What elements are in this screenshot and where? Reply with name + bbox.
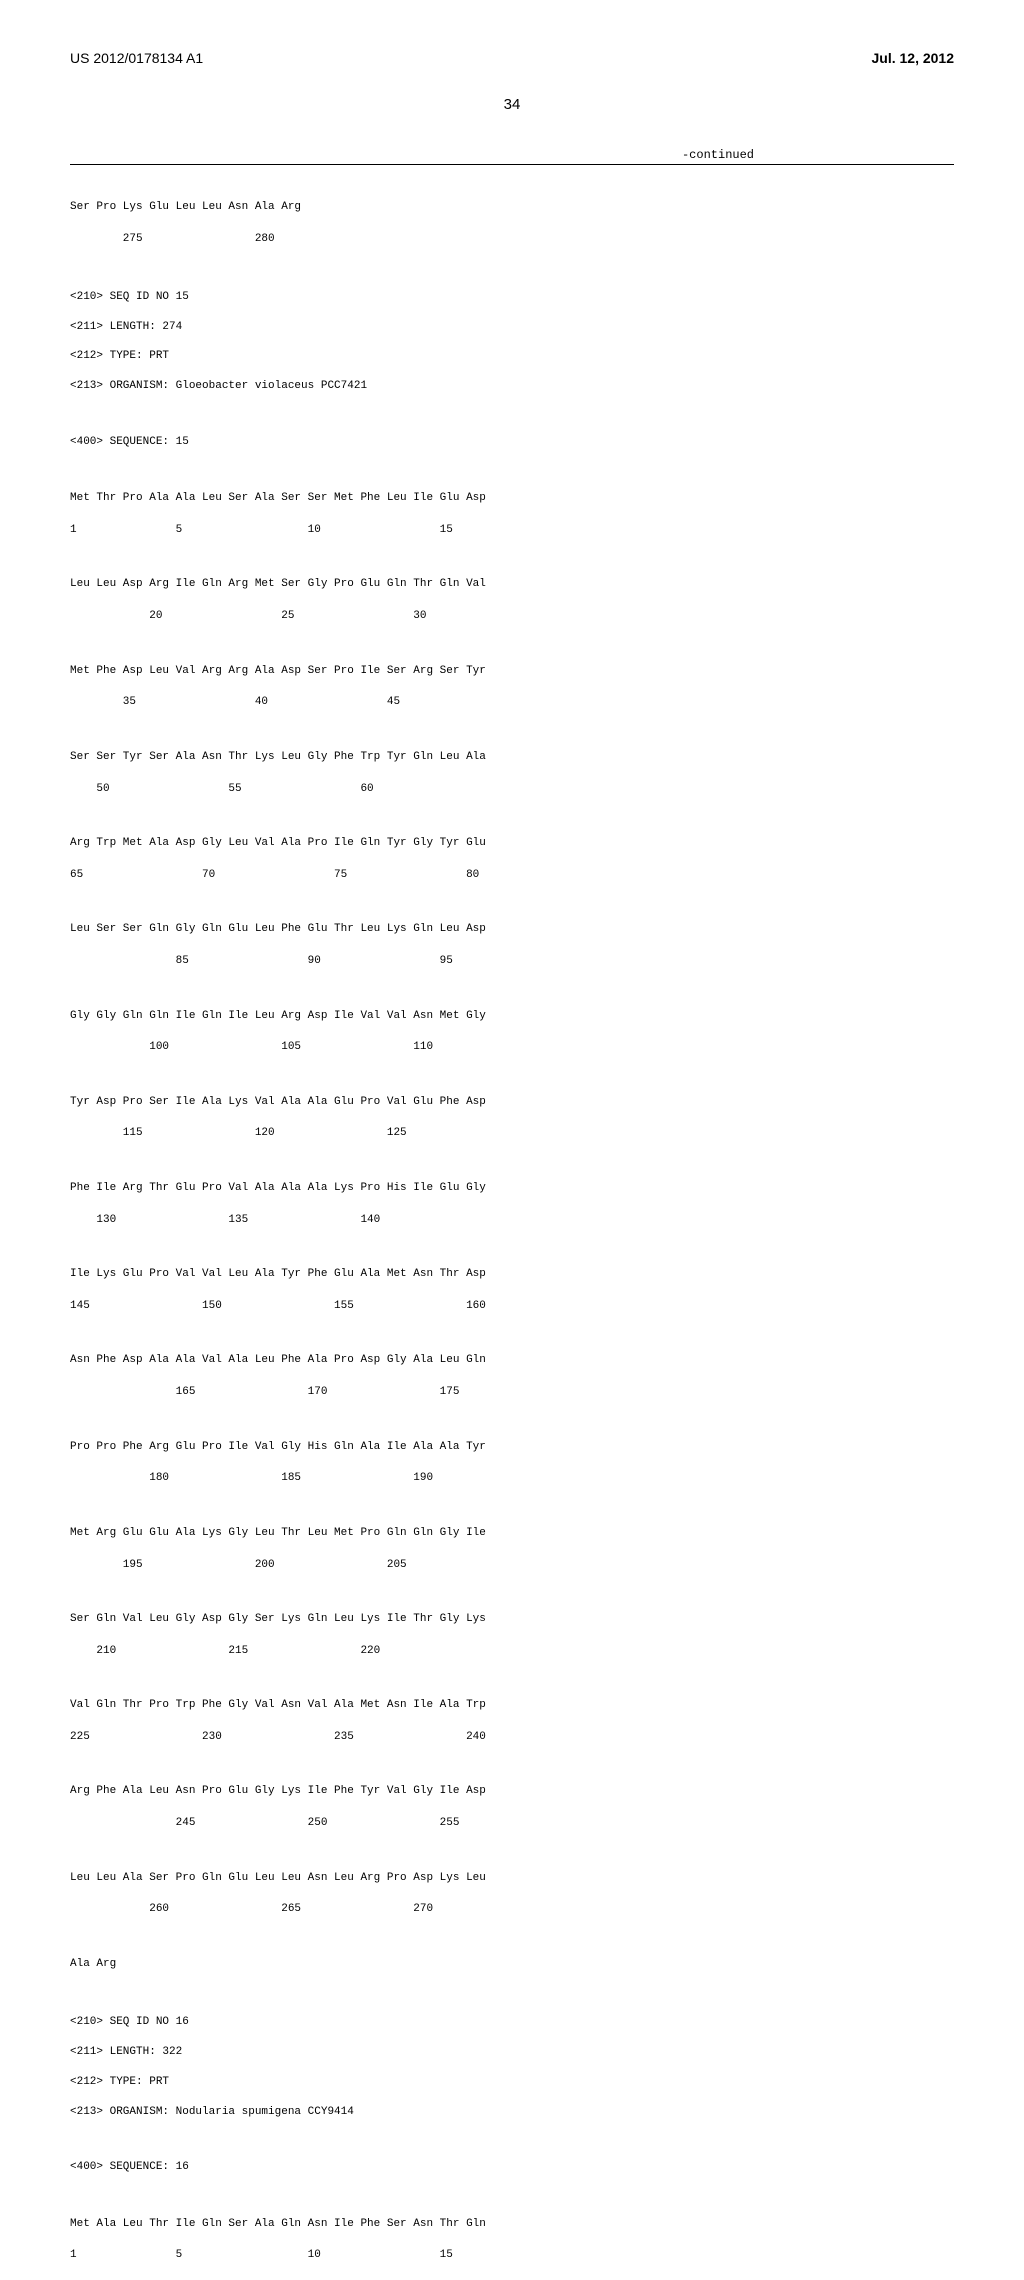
seq15-body: Met Thr Pro Ala Ala Leu Ser Ala Ser Ser … — [70, 476, 954, 1988]
seq-header-line: <211> LENGTH: 274 — [70, 320, 954, 335]
seq16-header: <210> SEQ ID NO 16 <211> LENGTH: 322 <21… — [70, 2001, 954, 2190]
seq14-tail: Ser Pro Lys Glu Leu Leu Asn Ala Arg 275 … — [70, 185, 954, 263]
seq-amino-row: Ser Pro Lys Glu Leu Leu Asn Ala Arg — [70, 200, 954, 215]
seq-header-line: <210> SEQ ID NO 15 — [70, 290, 954, 305]
seq-position-row: 145 150 155 160 — [70, 1299, 954, 1314]
seq-amino-row: Met Arg Glu Glu Ala Lys Gly Leu Thr Leu … — [70, 1526, 954, 1541]
seq-position-row: 50 55 60 — [70, 782, 954, 797]
seq-position-row: 195 200 205 — [70, 1558, 954, 1573]
seq-position-row: 115 120 125 — [70, 1126, 954, 1141]
seq-header-line: <400> SEQUENCE: 16 — [70, 2160, 954, 2175]
seq-amino-row: Ser Ser Tyr Ser Ala Asn Thr Lys Leu Gly … — [70, 750, 954, 765]
seq-position-row: 275 280 — [70, 232, 954, 247]
seq-amino-row: Gly Gly Gln Gln Ile Gln Ile Leu Arg Asp … — [70, 1009, 954, 1024]
continued-section: -continued — [70, 148, 954, 165]
seq-position-row: 35 40 45 — [70, 695, 954, 710]
seq-header-line: <213> ORGANISM: Gloeobacter violaceus PC… — [70, 379, 954, 394]
continued-label: -continued — [70, 148, 954, 162]
page-number: 34 — [70, 96, 954, 113]
seq-amino-row: Arg Phe Ala Leu Asn Pro Glu Gly Lys Ile … — [70, 1784, 954, 1799]
seq-amino-row: Met Ala Leu Thr Ile Gln Ser Ala Gln Asn … — [70, 2217, 954, 2232]
seq-amino-row: Tyr Asp Pro Ser Ile Ala Lys Val Ala Ala … — [70, 1095, 954, 1110]
seq-position-row: 85 90 95 — [70, 954, 954, 969]
seq-amino-row: Leu Leu Asp Arg Ile Gln Arg Met Ser Gly … — [70, 577, 954, 592]
seq-position-row: 65 70 75 80 — [70, 868, 954, 883]
seq-position-row: 1 5 10 15 — [70, 2248, 954, 2263]
seq-amino-row: Arg Trp Met Ala Asp Gly Leu Val Ala Pro … — [70, 836, 954, 851]
seq-position-row: 130 135 140 — [70, 1213, 954, 1228]
seq-position-row: 180 185 190 — [70, 1471, 954, 1486]
seq-amino-row: Ile Lys Glu Pro Val Val Leu Ala Tyr Phe … — [70, 1267, 954, 1282]
publication-number: US 2012/0178134 A1 — [70, 50, 203, 66]
seq-header-line: <400> SEQUENCE: 15 — [70, 435, 954, 450]
seq-amino-row: Met Phe Asp Leu Val Arg Arg Ala Asp Ser … — [70, 664, 954, 679]
seq-amino-row: Pro Pro Phe Arg Glu Pro Ile Val Gly His … — [70, 1440, 954, 1455]
seq-header-line: <210> SEQ ID NO 16 — [70, 2015, 954, 2030]
seq-amino-row: Phe Ile Arg Thr Glu Pro Val Ala Ala Ala … — [70, 1181, 954, 1196]
seq-header-line: <211> LENGTH: 322 — [70, 2045, 954, 2060]
seq-amino-row: Leu Ser Ser Gln Gly Gln Glu Leu Phe Glu … — [70, 922, 954, 937]
seq-position-row: 1 5 10 15 — [70, 523, 954, 538]
seq-amino-row: Val Gln Thr Pro Trp Phe Gly Val Asn Val … — [70, 1698, 954, 1713]
seq-header-line: <212> TYPE: PRT — [70, 2075, 954, 2090]
seq-amino-row: Ala Arg — [70, 1957, 954, 1972]
seq-amino-row: Leu Leu Ala Ser Pro Gln Glu Leu Leu Asn … — [70, 1871, 954, 1886]
seq-position-row: 245 250 255 — [70, 1816, 954, 1831]
seq-position-row: 165 170 175 — [70, 1385, 954, 1400]
publication-date: Jul. 12, 2012 — [871, 50, 954, 66]
seq-header-line: <212> TYPE: PRT — [70, 349, 954, 364]
continued-line-top — [70, 164, 954, 165]
seq-position-row: 210 215 220 — [70, 1644, 954, 1659]
seq-amino-row: Met Thr Pro Ala Ala Leu Ser Ala Ser Ser … — [70, 491, 954, 506]
seq16-body: Met Ala Leu Thr Ile Gln Ser Ala Gln Asn … — [70, 2202, 954, 2280]
seq-header-line: <213> ORGANISM: Nodularia spumigena CCY9… — [70, 2105, 954, 2120]
seq15-header: <210> SEQ ID NO 15 <211> LENGTH: 274 <21… — [70, 275, 954, 464]
page-header: US 2012/0178134 A1 Jul. 12, 2012 — [70, 50, 954, 66]
seq-position-row: 100 105 110 — [70, 1040, 954, 1055]
seq-position-row: 260 265 270 — [70, 1902, 954, 1917]
seq-position-row: 20 25 30 — [70, 609, 954, 624]
seq-amino-row: Asn Phe Asp Ala Ala Val Ala Leu Phe Ala … — [70, 1353, 954, 1368]
seq-position-row: 225 230 235 240 — [70, 1730, 954, 1745]
seq-amino-row: Ser Gln Val Leu Gly Asp Gly Ser Lys Gln … — [70, 1612, 954, 1627]
